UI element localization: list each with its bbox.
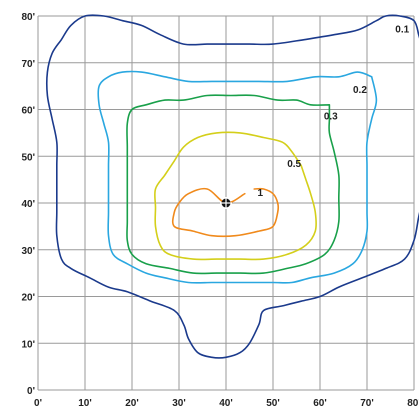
y-tick-label: 10' [21,339,35,350]
y-tick-label: 30' [21,246,35,257]
contour-line [47,15,419,358]
contour-label: 0.3 [324,112,338,123]
x-tick-label: 30' [172,398,186,409]
contour-lines [47,15,419,358]
y-tick-label: 50' [21,152,35,163]
y-tick-label: 60' [21,106,35,117]
contour-label: 0.5 [287,159,301,170]
contour-label: 0.2 [353,85,367,96]
x-tick-label: 40' [219,398,233,409]
x-tick-label: 10' [78,398,92,409]
x-tick-label: 20' [125,398,139,409]
x-tick-label: 50' [266,398,280,409]
source-point-marker [220,197,232,209]
y-tick-label: 20' [21,293,35,304]
x-tick-label: 60' [313,398,327,409]
contour-label: 0.1 [395,25,409,36]
contour-label: 1 [258,188,264,199]
x-tick-label: 80' [407,398,419,409]
contour-labels: 0.1 0.2 0.3 0.5 1 [258,25,410,200]
x-tick-label: 70' [360,398,374,409]
y-tick-label: 70' [21,59,35,70]
y-tick-label: 80' [21,12,35,23]
y-tick-label: 0' [27,386,35,397]
x-tick-label: 0' [34,398,42,409]
contour-line [98,72,376,283]
y-tick-label: 40' [21,199,35,210]
